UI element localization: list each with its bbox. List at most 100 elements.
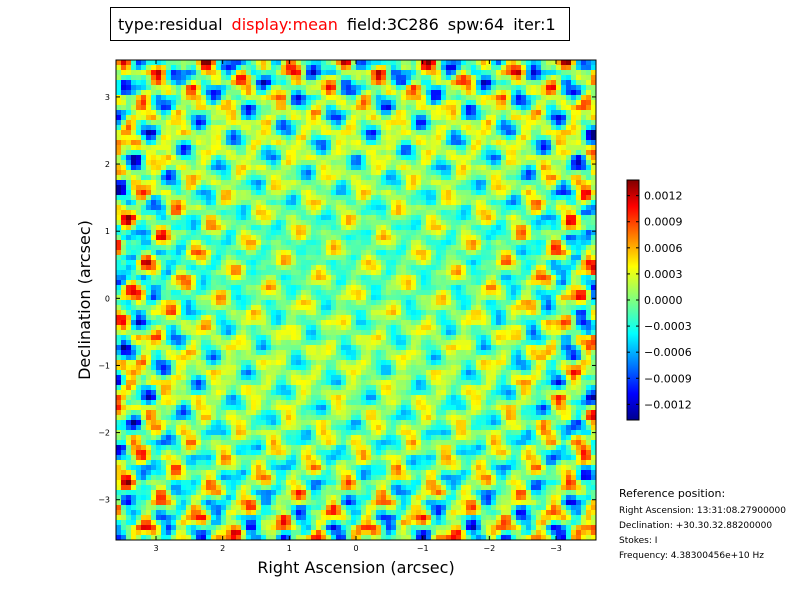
image-pixel	[321, 330, 327, 336]
image-pixel	[371, 105, 377, 111]
image-pixel	[276, 340, 282, 346]
image-pixel	[346, 290, 352, 296]
image-pixel	[256, 95, 262, 101]
image-pixel	[196, 225, 202, 231]
image-pixel	[181, 275, 187, 281]
image-pixel	[231, 130, 237, 136]
image-pixel	[341, 70, 347, 76]
image-pixel	[196, 300, 202, 306]
image-pixel	[276, 235, 282, 241]
image-pixel	[351, 280, 357, 286]
image-pixel	[316, 415, 322, 421]
image-pixel	[206, 145, 212, 151]
image-pixel	[246, 280, 252, 286]
image-pixel	[236, 300, 242, 306]
image-pixel	[156, 85, 162, 91]
image-pixel	[371, 345, 377, 351]
image-pixel	[196, 120, 202, 126]
image-pixel	[196, 265, 202, 271]
image-pixel	[351, 95, 357, 101]
image-pixel	[146, 135, 152, 141]
image-pixel	[271, 305, 277, 311]
image-pixel	[116, 135, 122, 141]
image-pixel	[121, 470, 127, 476]
image-pixel	[191, 170, 197, 176]
image-pixel	[236, 150, 242, 156]
image-pixel	[326, 445, 332, 451]
image-pixel	[316, 405, 322, 411]
image-pixel	[276, 445, 282, 451]
image-pixel	[186, 260, 192, 266]
image-pixel	[301, 270, 307, 276]
image-pixel	[316, 235, 322, 241]
image-pixel	[336, 325, 342, 331]
image-pixel	[146, 75, 152, 81]
image-pixel	[206, 125, 212, 131]
image-pixel	[156, 435, 162, 441]
image-pixel	[121, 460, 127, 466]
image-pixel	[331, 60, 337, 66]
image-pixel	[266, 365, 272, 371]
image-pixel	[246, 435, 252, 441]
image-pixel	[181, 400, 187, 406]
image-pixel	[256, 520, 262, 526]
image-pixel	[116, 285, 122, 291]
image-pixel	[126, 510, 132, 516]
image-pixel	[366, 470, 372, 476]
image-pixel	[211, 440, 217, 446]
image-pixel	[226, 430, 232, 436]
image-pixel	[196, 465, 202, 471]
image-pixel	[151, 465, 157, 471]
image-pixel	[346, 215, 352, 221]
image-pixel	[201, 340, 207, 346]
image-pixel	[351, 340, 357, 346]
image-pixel	[311, 310, 317, 316]
image-pixel	[211, 445, 217, 451]
image-pixel	[216, 110, 222, 116]
image-pixel	[266, 345, 272, 351]
image-pixel	[191, 75, 197, 81]
image-pixel	[251, 235, 257, 241]
image-pixel	[296, 230, 302, 236]
image-pixel	[256, 100, 262, 106]
image-pixel	[256, 485, 262, 491]
image-pixel	[166, 330, 172, 336]
image-pixel	[236, 500, 242, 506]
image-pixel	[266, 105, 272, 111]
image-pixel	[341, 460, 347, 466]
image-pixel	[251, 255, 257, 261]
image-pixel	[316, 190, 322, 196]
image-pixel	[266, 485, 272, 491]
image-pixel	[146, 185, 152, 191]
image-pixel	[196, 440, 202, 446]
image-pixel	[216, 165, 222, 171]
image-pixel	[231, 270, 237, 276]
image-pixel	[116, 185, 122, 191]
image-pixel	[176, 110, 182, 116]
image-pixel	[126, 360, 132, 366]
image-pixel	[121, 70, 127, 76]
image-pixel	[326, 240, 332, 246]
image-pixel	[366, 265, 372, 271]
image-pixel	[326, 430, 332, 436]
image-pixel	[356, 105, 362, 111]
image-pixel	[166, 380, 172, 386]
image-pixel	[306, 280, 312, 286]
image-pixel	[351, 530, 357, 536]
image-pixel	[341, 445, 347, 451]
image-pixel	[146, 250, 152, 256]
image-pixel	[186, 150, 192, 156]
image-pixel	[311, 205, 317, 211]
image-pixel	[316, 530, 322, 536]
image-pixel	[276, 285, 282, 291]
image-pixel	[211, 160, 217, 166]
image-pixel	[306, 85, 312, 91]
image-pixel	[176, 205, 182, 211]
image-pixel	[221, 370, 227, 376]
image-pixel	[126, 490, 132, 496]
image-pixel	[161, 115, 167, 121]
image-pixel	[161, 430, 167, 436]
image-pixel	[211, 495, 217, 501]
image-pixel	[226, 80, 232, 86]
image-pixel	[361, 475, 367, 481]
